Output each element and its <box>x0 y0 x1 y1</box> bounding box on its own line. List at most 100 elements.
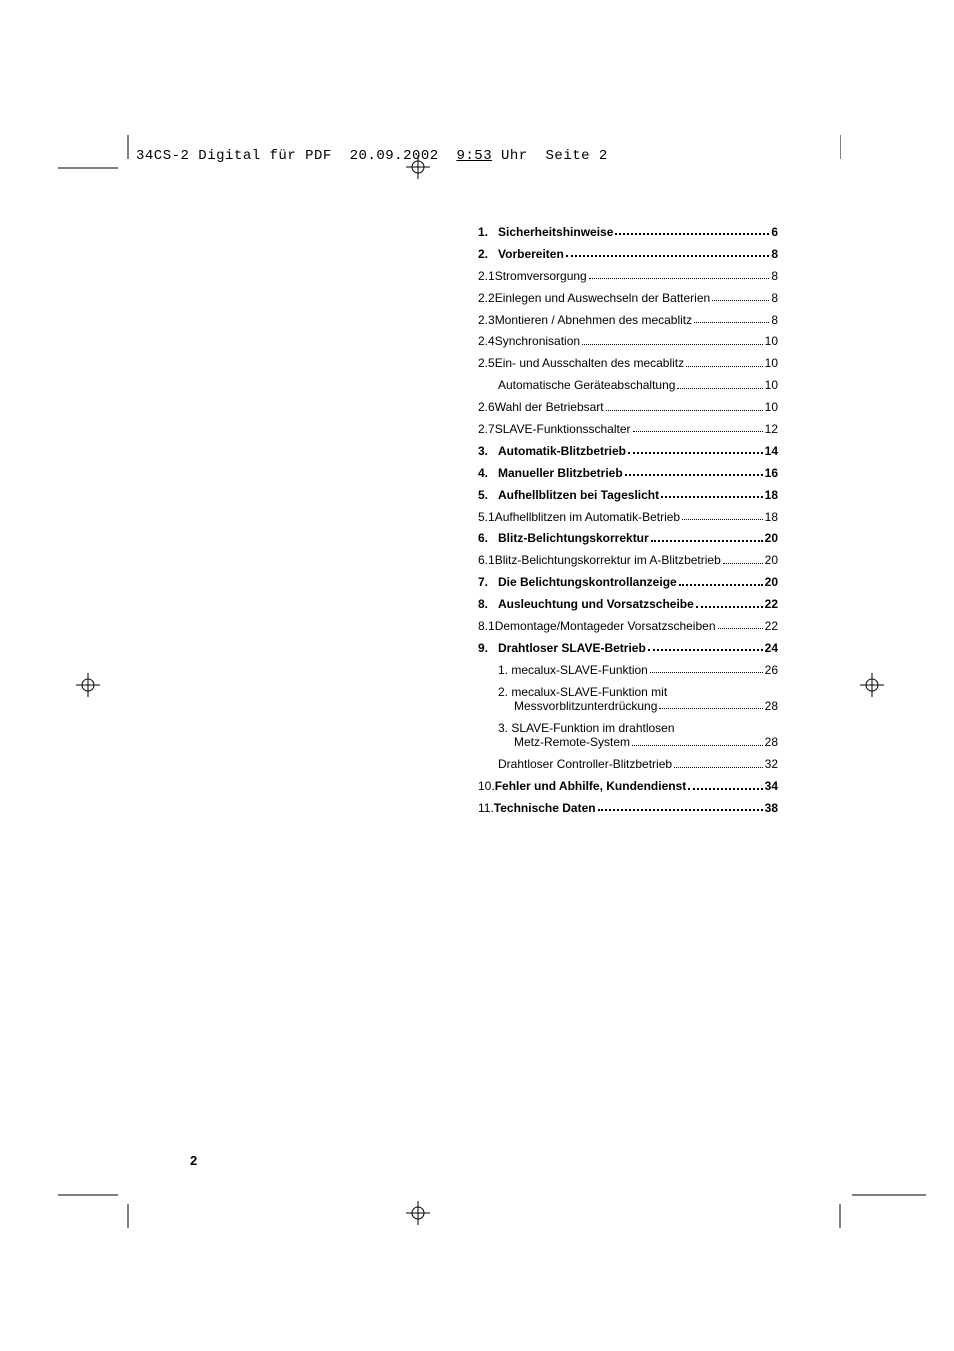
toc-entry: Automatische Geräteabschaltung10 <box>478 378 778 392</box>
toc-number: 9. <box>478 641 498 655</box>
toc-page: 32 <box>765 757 778 771</box>
toc-leader-dots <box>615 233 769 235</box>
toc-leader-dots <box>682 519 763 520</box>
toc-leader-dots <box>694 322 769 323</box>
toc-leader-dots <box>598 809 763 811</box>
toc-entry: 2.6 Wahl der Betriebsart 10 <box>478 400 778 414</box>
toc-number: 2.6 <box>478 400 495 414</box>
toc-page: 38 <box>765 801 778 815</box>
toc-number: 5.1 <box>478 510 495 524</box>
toc-label: 2. mecalux-SLAVE-Funktion mit <box>498 685 778 699</box>
toc-label: Automatik-Blitzbetrieb <box>498 444 626 458</box>
toc-leader-dots <box>633 431 763 432</box>
toc-leader-dots <box>723 563 763 564</box>
toc-label: Sicherheitshinweise <box>498 225 613 239</box>
toc-entry: 2. mecalux-SLAVE-Funktion mitMessvorblit… <box>478 685 778 714</box>
toc-page: 8 <box>771 291 778 305</box>
toc-page: 22 <box>765 619 778 633</box>
toc-number: 2.3 <box>478 313 495 327</box>
toc-entry: 11. Technische Daten38 <box>478 801 778 815</box>
toc-entry: 2.2 Einlegen und Auswechseln der Batteri… <box>478 291 778 305</box>
toc-label: Wahl der Betriebsart <box>495 400 604 414</box>
toc-label: Ein- und Ausschalten des mecablitz <box>495 356 684 370</box>
toc-number: 6. <box>478 531 498 545</box>
toc-entry: 2.5 Ein- und Ausschalten des mecablitz10 <box>478 356 778 370</box>
toc-leader-dots <box>696 606 763 608</box>
toc-entry: Drahtloser Controller-Blitzbetrieb 32 <box>478 757 778 771</box>
toc-page: 22 <box>765 597 778 611</box>
toc-entry: 3.Automatik-Blitzbetrieb 14 <box>478 444 778 458</box>
toc-number: 5. <box>478 488 498 502</box>
header-date: 20.09.2002 <box>350 148 439 164</box>
toc-page: 20 <box>765 531 778 545</box>
toc-entry: 6.Blitz-Belichtungskorrektur 20 <box>478 531 778 545</box>
toc-entry: 8.Ausleuchtung und Vorsatzscheibe22 <box>478 597 778 611</box>
toc-label: Drahtloser SLAVE-Betrieb <box>498 641 646 655</box>
toc-entry: 9.Drahtloser SLAVE-Betrieb 24 <box>478 641 778 655</box>
toc-label: Aufhellblitzen im Automatik-Betrieb <box>495 510 680 524</box>
toc-leader-dots <box>679 584 763 586</box>
toc-entry: 3. SLAVE-Funktion im drahtlosenMetz-Remo… <box>478 721 778 750</box>
page-number: 2 <box>190 1153 197 1168</box>
toc-page: 8 <box>771 313 778 327</box>
toc-entry: 5.1 Aufhellblitzen im Automatik-Betrieb1… <box>478 510 778 524</box>
toc-label: Ausleuchtung und Vorsatzscheibe <box>498 597 694 611</box>
toc-label: Blitz-Belichtungskorrektur im A-Blitzbet… <box>495 553 721 567</box>
toc-page: 20 <box>765 575 778 589</box>
toc-entry: 2.7 SLAVE-Funktionsschalter 12 <box>478 422 778 436</box>
toc-page: 34 <box>765 779 778 793</box>
toc-label: Blitz-Belichtungskorrektur <box>498 531 649 545</box>
toc-entry: 5.Aufhellblitzen bei Tageslicht18 <box>478 488 778 502</box>
toc-leader-dots <box>606 410 763 411</box>
toc-label: Drahtloser Controller-Blitzbetrieb <box>498 757 672 771</box>
toc-leader-dots <box>632 745 763 746</box>
toc-entry: 2.3 Montieren / Abnehmen des mecablitz 8 <box>478 313 778 327</box>
toc-page: 14 <box>765 444 778 458</box>
toc-page: 20 <box>765 553 778 567</box>
toc-page: 10 <box>765 356 778 370</box>
toc-number: 2.2 <box>478 291 495 305</box>
toc-leader-dots <box>686 366 763 367</box>
toc-number: 3. <box>478 444 498 458</box>
toc-number: 1. <box>478 225 498 239</box>
toc-entry: 6.1 Blitz-Belichtungskorrektur im A-Blit… <box>478 553 778 567</box>
toc-label: Technische Daten <box>494 801 596 815</box>
toc-page: 10 <box>765 400 778 414</box>
toc-leader-dots <box>628 452 763 454</box>
toc-label: SLAVE-Funktionsschalter <box>495 422 631 436</box>
toc-label: Vorbereiten <box>498 247 564 261</box>
toc-page: 10 <box>765 378 778 392</box>
toc-page: 26 <box>765 663 778 677</box>
toc-page: 8 <box>771 269 778 283</box>
toc-leader-dots <box>648 649 763 651</box>
header-time: 9:53 <box>456 148 492 164</box>
toc-page: 18 <box>765 488 778 502</box>
toc-leader-dots <box>650 672 763 673</box>
toc-entry: 2.1 Stromversorgung8 <box>478 269 778 283</box>
toc-leader-dots <box>674 767 763 768</box>
toc-label: Messvorblitzunterdrückung <box>514 699 657 713</box>
header-filename: 34CS-2 Digital für PDF <box>136 148 332 164</box>
toc-page: 24 <box>765 641 778 655</box>
toc-entry: 4.Manueller Blitzbetrieb16 <box>478 466 778 480</box>
toc-number: 2.7 <box>478 422 495 436</box>
toc-leader-dots <box>651 540 763 542</box>
toc-number: 8.1 <box>478 619 495 633</box>
toc-leader-dots <box>625 474 763 476</box>
toc-page: 12 <box>765 422 778 436</box>
toc-leader-dots <box>718 628 763 629</box>
toc-label: Demontage/Montageder Vorsatzscheiben <box>495 619 716 633</box>
toc-label: Manueller Blitzbetrieb <box>498 466 623 480</box>
toc-number: 6.1 <box>478 553 495 567</box>
toc-label: Fehler und Abhilfe, Kundendienst <box>495 779 687 793</box>
toc-leader-dots <box>661 496 763 498</box>
toc-label: Metz-Remote-System <box>514 735 630 749</box>
toc-page: 28 <box>765 735 778 749</box>
table-of-contents: 1.Sicherheitshinweise62.Vorbereiten82.1 … <box>478 225 778 823</box>
toc-label: Einlegen und Auswechseln der Batterien <box>495 291 710 305</box>
toc-label: Montieren / Abnehmen des mecablitz <box>495 313 692 327</box>
toc-entry: 1. mecalux-SLAVE-Funktion26 <box>478 663 778 677</box>
toc-leader-dots <box>659 708 762 709</box>
toc-leader-dots <box>712 300 769 301</box>
toc-page: 6 <box>771 225 778 239</box>
